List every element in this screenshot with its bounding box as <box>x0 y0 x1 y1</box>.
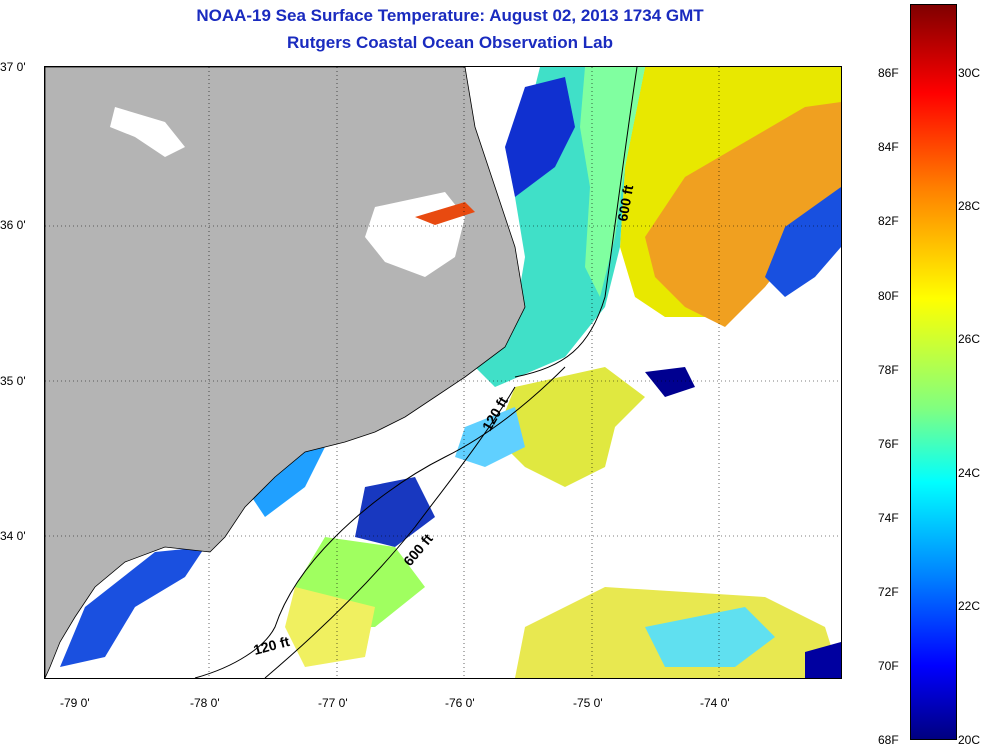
lon-label-78: -78 0' <box>190 696 220 710</box>
cold-patch-se <box>805 642 841 678</box>
lon-label-79: -79 0' <box>60 696 90 710</box>
lon-label-77: -77 0' <box>318 696 348 710</box>
colorbar-f-82: 82F <box>878 214 899 228</box>
colorbar-c-30: 30C <box>958 66 981 80</box>
colorbar-f-84: 84F <box>878 140 899 154</box>
temperature-colorbar <box>910 4 957 740</box>
sst-field <box>60 67 841 678</box>
colorbar-f-76: 76F <box>878 437 899 451</box>
contour-label-600-north: 600 ft <box>614 183 636 222</box>
hot-patch-ne <box>645 102 841 327</box>
cold-patch-south <box>355 477 435 547</box>
contour-600-south <box>264 386 516 678</box>
contour-600-north <box>514 67 638 378</box>
sst-map[interactable]: 600 ft 120 ft 600 ft 120 ft <box>44 66 842 679</box>
colorbar-f-68: 68F <box>878 733 899 747</box>
colorbar-c-24: 24C <box>958 466 981 480</box>
lon-label-76: -76 0' <box>445 696 475 710</box>
cold-patch-east <box>765 187 841 297</box>
colorbar-c-26: 26C <box>958 332 981 346</box>
colorbar-c-20: 20C <box>958 733 981 747</box>
graticule <box>45 67 841 678</box>
cool-patch-coast <box>245 447 325 517</box>
cool-patch-se <box>645 607 775 667</box>
cold-patch-mid <box>645 367 695 397</box>
colorbar-f-70: 70F <box>878 659 899 673</box>
lat-label-36: 36 0' <box>0 218 26 232</box>
colorbar-f-86: 86F <box>878 66 899 80</box>
colorbar-f-72: 72F <box>878 585 899 599</box>
contour-label-120-south: 120 ft <box>252 633 292 658</box>
colorbar-c-22: 22C <box>958 599 981 613</box>
sst-map-canvas: 600 ft 120 ft 600 ft 120 ft <box>45 67 841 678</box>
lon-label-74: -74 0' <box>700 696 730 710</box>
lat-label-34: 34 0' <box>0 529 26 543</box>
warm-estuary <box>415 202 475 225</box>
map-title: NOAA-19 Sea Surface Temperature: August … <box>196 6 704 25</box>
colorbar-f-78: 78F <box>878 363 899 377</box>
river-inlet <box>110 107 185 157</box>
contour-120-shelf <box>194 366 566 678</box>
colorbar-f-74: 74F <box>878 511 899 525</box>
map-subtitle: Rutgers Coastal Ocean Observation Lab <box>287 33 613 52</box>
cold-patch-sw <box>60 547 205 667</box>
cold-patch-north <box>505 77 575 197</box>
lon-label-75: -75 0' <box>573 696 603 710</box>
warm-patch-south <box>285 587 375 667</box>
lat-label-35: 35 0' <box>0 374 26 388</box>
colorbar-c-28: 28C <box>958 199 981 213</box>
cool-patch-central <box>455 407 525 467</box>
colorbar-f-80: 80F <box>878 289 899 303</box>
lat-label-37: 37 0' <box>0 60 26 74</box>
